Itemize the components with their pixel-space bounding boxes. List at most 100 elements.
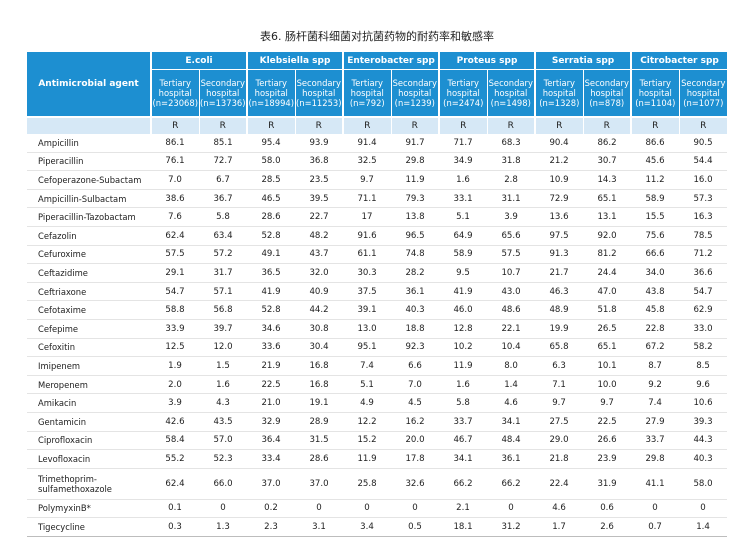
value-cell: 28.2 xyxy=(391,263,440,283)
value-cell: 48.4 xyxy=(487,431,536,451)
agent-name-cell: Ciprofloxacin xyxy=(27,431,151,451)
header-line: Tertiary xyxy=(159,78,191,88)
header-line: (n=2474) xyxy=(443,98,484,108)
value-cell: 36.6 xyxy=(679,263,728,283)
value-cell: 86.1 xyxy=(151,134,199,153)
r-label: R xyxy=(150,116,199,134)
value-cell: 57.3 xyxy=(679,189,728,209)
table-row: Meropenem 2.0 1.6 22.5 16.8 5.1 7.0 1.6 1.4 7.1 10… xyxy=(27,375,728,395)
value-cell: 52.8 xyxy=(247,226,296,246)
r-label: R xyxy=(630,116,680,134)
value-cell: 1.6 xyxy=(439,375,488,395)
value-cell: 29.0 xyxy=(535,431,584,451)
value-cell: 21.8 xyxy=(535,449,584,469)
header-line: hospital xyxy=(350,88,384,98)
value-cell: 22.5 xyxy=(583,412,632,432)
value-cell: 34.6 xyxy=(247,319,296,339)
table-row: PolymyxinB* 0.1 0 0.2 0 0 0 2.1 0 4.6 0.6 0 0 xyxy=(27,499,728,519)
value-cell: 10.6 xyxy=(679,393,728,413)
value-cell: 33.9 xyxy=(151,319,199,339)
organism-header: Citrobacter spp xyxy=(630,52,728,70)
table-row: Cefoperazone-Subactam 7.0 6.7 28.5 23.5 9.7 11… xyxy=(27,170,728,190)
value-cell: 51.8 xyxy=(583,300,632,320)
value-cell: 71.2 xyxy=(679,245,728,265)
value-cell: 71.1 xyxy=(343,189,392,209)
agent-name-cell: Ceftazidime xyxy=(27,263,151,283)
header-line: hospital xyxy=(686,88,720,98)
value-cell: 58.9 xyxy=(439,245,488,265)
value-cell: 16.8 xyxy=(295,375,344,395)
value-cell: 54.7 xyxy=(679,282,728,302)
r-label: R xyxy=(678,116,728,134)
value-cell: 32.0 xyxy=(295,263,344,283)
value-cell: 65.6 xyxy=(487,226,536,246)
secondary-hospital-header: Secondary hospital (n=878) xyxy=(582,69,632,117)
resistance-table: Antimicrobial agent E.coli Klebsiella spp E… xyxy=(27,52,728,537)
value-cell: 43.7 xyxy=(295,245,344,265)
value-cell: 5.1 xyxy=(343,375,392,395)
value-cell: 24.4 xyxy=(583,263,632,283)
value-cell: 29.8 xyxy=(391,152,440,172)
header-line: Secondary xyxy=(200,78,245,88)
value-cell: 6.3 xyxy=(535,356,584,376)
organism-header: Proteus spp xyxy=(438,52,536,70)
value-cell: 0.6 xyxy=(583,499,632,519)
header-line: Secondary xyxy=(296,78,341,88)
value-cell: 64.9 xyxy=(439,226,488,246)
r-label: R xyxy=(294,116,344,134)
value-cell: 31.8 xyxy=(487,152,536,172)
value-cell: 34.0 xyxy=(631,263,680,283)
value-cell: 18.8 xyxy=(391,319,440,339)
value-cell: 27.9 xyxy=(631,412,680,432)
value-cell: 44.2 xyxy=(295,300,344,320)
agent-name-cell: Cefotaxime xyxy=(27,300,151,320)
header-line: Tertiary xyxy=(447,78,479,88)
table-row: Cefepime 33.9 39.7 34.6 30.8 13.0 18.8 12.8 22.1… xyxy=(27,319,728,339)
agent-name-cell: Meropenem xyxy=(27,375,151,395)
table-row: Piperacillin 76.1 72.7 58.0 36.8 32.5 29.8 34.9… xyxy=(27,152,728,172)
value-cell: 13.8 xyxy=(391,207,440,227)
value-cell: 91.7 xyxy=(391,134,440,153)
agent-name-cell: Trimethoprim-sulfamethoxazole xyxy=(27,468,151,500)
value-cell: 28.6 xyxy=(247,207,296,227)
value-cell: 31.5 xyxy=(295,431,344,451)
value-cell: 65.1 xyxy=(583,189,632,209)
value-cell: 23.9 xyxy=(583,449,632,469)
value-cell: 33.7 xyxy=(439,412,488,432)
header-line: hospital xyxy=(446,88,480,98)
secondary-hospital-header: Secondary hospital (n=11253) xyxy=(294,69,344,117)
tertiary-hospital-header: Tertiary hospital (n=2474) xyxy=(438,69,488,117)
value-cell: 63.4 xyxy=(199,226,248,246)
value-cell: 41.9 xyxy=(439,282,488,302)
value-cell: 46.3 xyxy=(535,282,584,302)
value-cell: 16.2 xyxy=(391,412,440,432)
value-cell: 13.6 xyxy=(535,207,584,227)
value-cell: 16.0 xyxy=(679,170,728,190)
value-cell: 72.9 xyxy=(535,189,584,209)
header-line: hospital xyxy=(638,88,672,98)
value-cell: 92.0 xyxy=(583,226,632,246)
value-cell: 31.9 xyxy=(583,468,632,500)
tertiary-hospital-header: Tertiary hospital (n=23068) xyxy=(150,69,199,117)
value-cell: 28.9 xyxy=(295,412,344,432)
header-line: (n=792) xyxy=(349,98,385,108)
organism-header: Serratia spp xyxy=(534,52,632,70)
value-cell: 22.4 xyxy=(535,468,584,500)
agent-name-line: sulfamethoxazole xyxy=(38,483,112,494)
value-cell: 21.2 xyxy=(535,152,584,172)
header-line: (n=11253) xyxy=(296,98,342,108)
value-cell: 12.0 xyxy=(199,338,248,358)
value-cell: 36.7 xyxy=(199,189,248,209)
table-row: Ciprofloxacin 58.4 57.0 36.4 31.5 15.2 20.0 46.… xyxy=(27,431,728,451)
value-cell: 34.1 xyxy=(487,412,536,432)
r-row-blank xyxy=(27,116,152,134)
value-cell: 37.5 xyxy=(343,282,392,302)
organism-header: E.coli xyxy=(149,52,248,70)
value-cell: 43.0 xyxy=(487,282,536,302)
value-cell: 58.0 xyxy=(679,468,728,500)
value-cell: 6.7 xyxy=(199,170,248,190)
table-row: Tigecycline 0.3 1.3 2.3 3.1 3.4 0.5 18.1 31.2 1.7… xyxy=(27,517,728,537)
value-cell: 42.6 xyxy=(151,412,199,432)
value-cell: 0.2 xyxy=(247,499,296,519)
value-cell: 57.0 xyxy=(199,431,248,451)
